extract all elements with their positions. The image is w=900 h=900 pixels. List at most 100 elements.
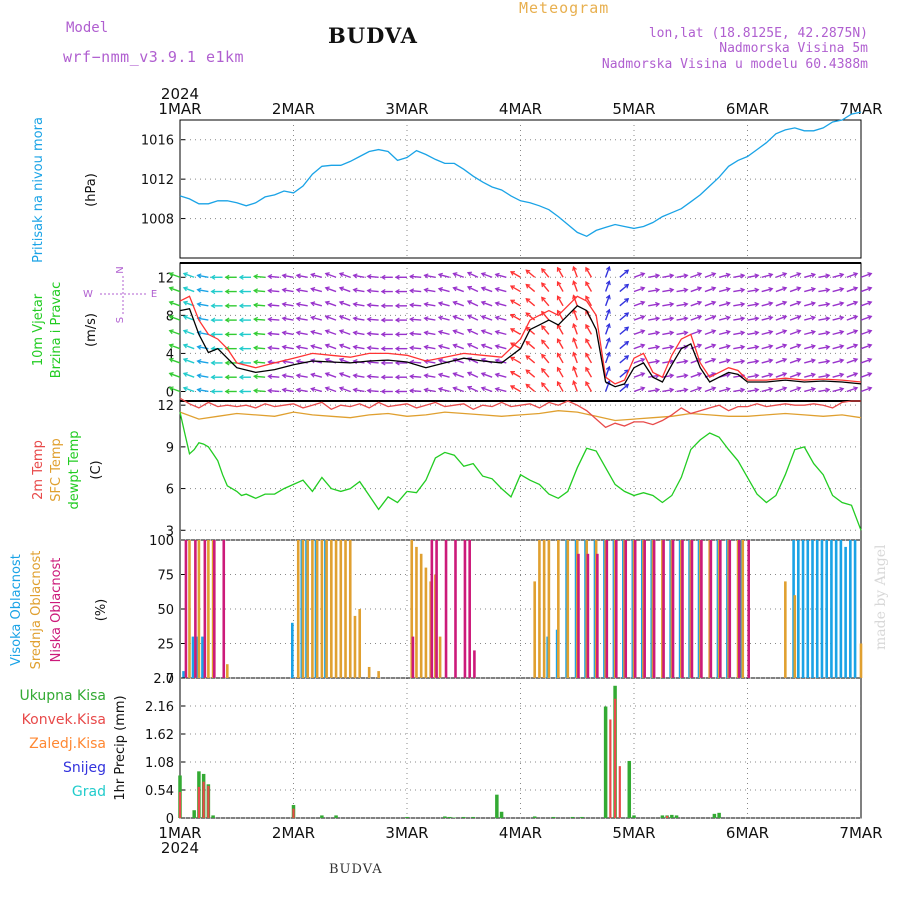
wind-arrow <box>733 274 745 278</box>
wind-arrow-head <box>366 288 372 294</box>
wind-arrow-head <box>669 316 675 322</box>
wind-arrow-head <box>624 340 630 346</box>
wind-arrow-head <box>267 274 273 280</box>
cloud-bar <box>473 650 476 678</box>
wind-arrow-head <box>253 388 259 394</box>
cloud-bar <box>671 540 675 678</box>
wind-arrow <box>453 387 464 393</box>
wind-arrow-head <box>655 287 661 293</box>
wind-arrow <box>268 275 280 278</box>
wind-arrow <box>733 303 745 307</box>
wind-arrow <box>311 273 323 278</box>
wind-arrow-head <box>238 303 244 309</box>
wind-arrow-head <box>853 372 859 377</box>
wind-arrow-head <box>437 386 443 392</box>
wind-arrow-head <box>541 282 546 288</box>
wind-arrow <box>367 346 379 350</box>
wind-arrow <box>846 329 858 336</box>
wind-arrow-head <box>267 373 273 380</box>
wind-arrow-head <box>839 386 845 392</box>
cloud-bar <box>700 540 703 678</box>
wind-arrow-head <box>253 331 259 337</box>
bottom-time-label: 7MAR <box>839 824 882 842</box>
wind-arrow <box>510 328 521 335</box>
cloud-bar <box>358 609 362 678</box>
wind-arrow-head <box>572 280 577 286</box>
wind-arrow <box>804 330 816 336</box>
wind-arrow-head <box>725 272 731 278</box>
wind-arrow-head <box>324 272 330 278</box>
wind-arrow <box>197 331 209 336</box>
wind-arrow-head <box>253 302 259 308</box>
wind-arrow <box>604 280 611 292</box>
wind-arrow <box>804 387 816 393</box>
cloud-bar <box>191 636 195 678</box>
wind-arrow-head <box>452 357 458 363</box>
wind-arrow <box>761 345 773 350</box>
wind-arrow <box>296 374 308 378</box>
wind-arrow <box>453 287 464 293</box>
wind-arrow-head <box>782 300 788 306</box>
wind-arrow <box>183 372 195 378</box>
wind-arrow <box>556 281 564 292</box>
wind-arrow <box>495 373 507 378</box>
wind-arrow-head <box>853 272 859 278</box>
wind-arrow-head <box>572 380 577 386</box>
wind-arrow <box>254 289 266 293</box>
wind-arrow-head <box>683 273 689 279</box>
wind-arrow <box>747 360 759 364</box>
wind-arrow-head <box>853 286 859 292</box>
footer-station: BUDVA <box>329 862 383 877</box>
wind-arrow-head <box>409 316 415 322</box>
wind-arrow-head <box>796 372 802 377</box>
wind-arrow-head <box>541 382 546 388</box>
wind-arrow-head <box>380 331 386 337</box>
wind-arrow-head <box>572 322 577 329</box>
wind-arrow-head <box>452 300 458 306</box>
wind-arrow-head <box>867 372 873 377</box>
cloud-ylabel-3: Niska Oblacnost <box>49 558 64 663</box>
wind-arrow-head <box>310 315 316 321</box>
wind-arrow-head <box>853 386 859 392</box>
wind-arrow <box>718 359 730 364</box>
wind-arrow <box>410 332 422 336</box>
wind-arrow-head <box>541 339 546 345</box>
wind-arrow <box>197 360 209 364</box>
wind-arrow-head <box>466 314 473 320</box>
wind-arrow <box>282 274 294 278</box>
wind-arrow-head <box>782 386 788 392</box>
wind-arrow <box>556 324 564 335</box>
wind-arrow <box>410 389 422 393</box>
wind-arrow-head <box>182 386 188 392</box>
wind-arrow-head <box>655 344 661 350</box>
wind-arrow <box>648 388 660 393</box>
wind-arrow-head <box>409 345 415 351</box>
wind-arrow-head <box>655 301 661 307</box>
wind-arrow-head <box>352 373 358 379</box>
wind-arrow <box>311 302 323 307</box>
wind-arrow <box>804 359 816 364</box>
wind-arrow-head <box>423 387 429 393</box>
wind-arrow <box>254 375 266 378</box>
wind-arrow-head <box>253 288 259 294</box>
wind-arrow <box>424 274 436 278</box>
wind-arrow <box>832 359 844 364</box>
wind-arrow-head <box>466 300 473 305</box>
wind-arrow <box>775 387 787 393</box>
wind-arrow-head <box>839 358 845 364</box>
wind-arrow <box>718 387 730 393</box>
cloud-bar <box>709 540 713 678</box>
wind-arrow-head <box>310 344 316 350</box>
wind-arrow <box>296 346 308 350</box>
wind-arrow <box>662 288 674 293</box>
wind-arrow-head <box>796 286 802 292</box>
wind-arrow <box>525 355 536 364</box>
wind-arrow <box>633 301 645 307</box>
wind-arrow <box>495 302 507 307</box>
wind-arrow <box>818 288 830 293</box>
wind-arrow-head <box>494 386 500 392</box>
wind-arrow <box>704 272 716 278</box>
wind-arrow <box>704 287 716 293</box>
wind-arrow <box>585 338 593 350</box>
wind-arrow <box>585 295 593 307</box>
